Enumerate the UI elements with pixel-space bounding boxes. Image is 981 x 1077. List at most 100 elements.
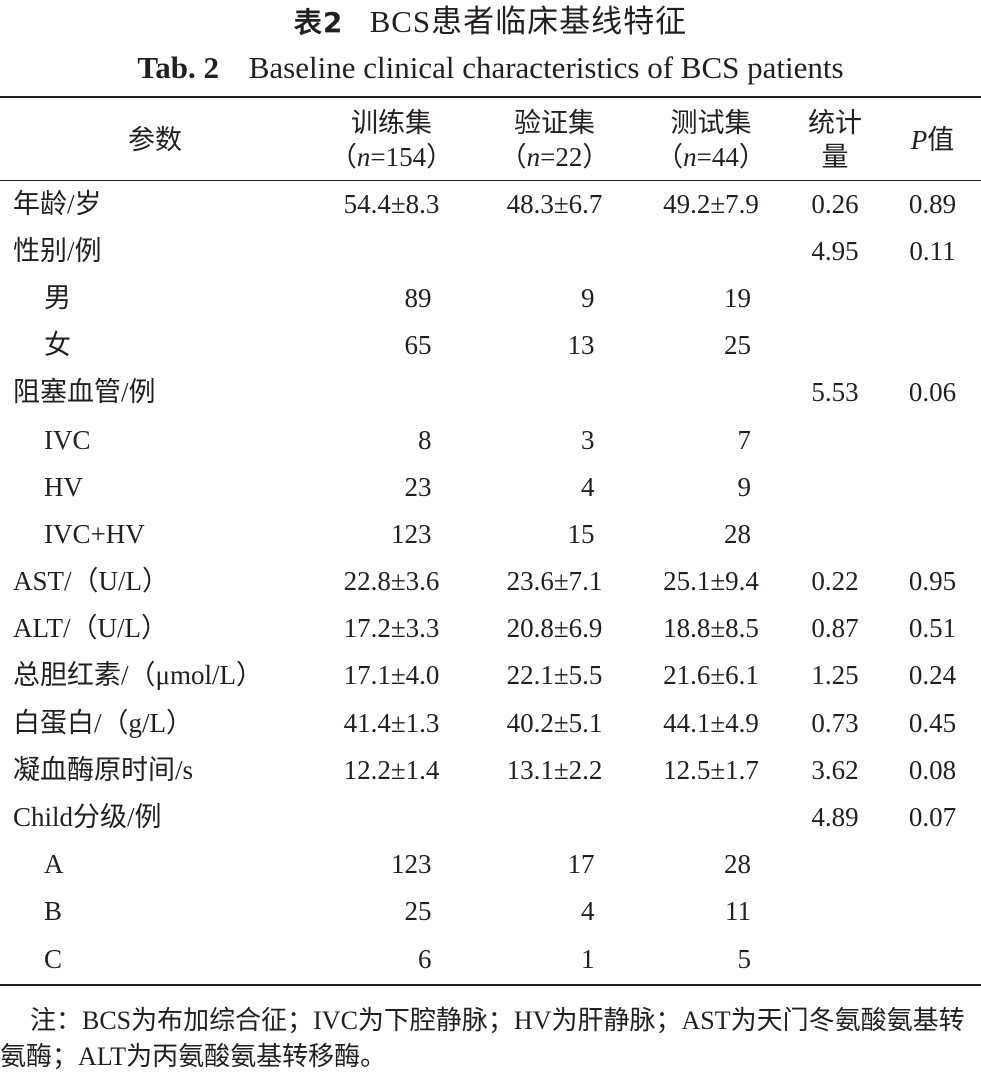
cell-p bbox=[884, 510, 981, 557]
cell-test bbox=[636, 227, 786, 274]
cell-train: 8 bbox=[418, 424, 432, 455]
cell-train: 65 bbox=[404, 330, 432, 361]
cell-test: 25.1±9.4 bbox=[663, 566, 759, 597]
cell-test: 12.5±1.7 bbox=[663, 754, 759, 785]
cell-valid: 3 bbox=[581, 424, 595, 455]
table-row: 凝血酶原时间/s 12.2±1.4 13.1±2.2 12.5±1.7 3.62 0.08 bbox=[0, 746, 981, 793]
cell-train: 54.4±8.3 bbox=[343, 188, 440, 219]
cell-train: 23 bbox=[404, 471, 432, 502]
cell-stat: 0.22 bbox=[811, 566, 859, 597]
cell-stat bbox=[786, 510, 884, 557]
header-stat: 统计量 bbox=[808, 108, 862, 172]
header-valid: 验证集 （n=22） bbox=[499, 108, 610, 172]
cell-train: 123 bbox=[391, 518, 432, 549]
cell-test: 44.1±4.9 bbox=[663, 707, 759, 738]
cell-p: 0.07 bbox=[908, 802, 957, 833]
cell-param: ALT/（U/L） bbox=[13, 613, 168, 644]
cell-valid: 23.6±7.1 bbox=[506, 566, 603, 597]
cell-p: 0.08 bbox=[908, 754, 957, 785]
cell-stat bbox=[786, 463, 884, 510]
cell-stat: 4.89 bbox=[811, 802, 859, 833]
table-row: IVC+HV 123 15 28 bbox=[0, 510, 981, 557]
cell-train: 41.4±1.3 bbox=[343, 707, 440, 738]
cell-param: HV bbox=[44, 471, 83, 502]
header-rule bbox=[0, 180, 981, 181]
table-row: 男 89 9 19 bbox=[0, 274, 981, 321]
table-caption-en: Tab. 2 Baseline clinical characteristics… bbox=[0, 48, 981, 88]
cell-stat: 4.95 bbox=[811, 235, 859, 266]
cell-stat: 0.87 bbox=[811, 613, 859, 644]
cell-p: 0.11 bbox=[909, 235, 956, 266]
cell-p: 0.51 bbox=[908, 613, 957, 644]
cell-valid: 4 bbox=[581, 896, 595, 927]
cell-p bbox=[884, 416, 981, 463]
cell-test bbox=[636, 793, 786, 840]
table-row: Child分级/例 4.89 0.07 bbox=[0, 793, 981, 840]
cell-param: AST/（U/L） bbox=[13, 566, 170, 597]
header-param: 参数 bbox=[128, 125, 182, 155]
cell-stat: 3.62 bbox=[811, 754, 859, 785]
table-label-cn: 表2 bbox=[293, 6, 344, 39]
cell-train: 89 bbox=[404, 282, 432, 313]
cell-p bbox=[884, 463, 981, 510]
cell-test: 25 bbox=[724, 330, 751, 361]
cell-p bbox=[884, 888, 981, 935]
table-row: 性别/例 4.95 0.11 bbox=[0, 227, 981, 274]
cell-p: 0.06 bbox=[908, 377, 957, 408]
cell-param: A bbox=[44, 849, 64, 880]
cell-valid: 1 bbox=[581, 943, 595, 974]
cell-p: 0.89 bbox=[908, 188, 957, 219]
cell-param: 总胆红素/（μmol/L） bbox=[13, 660, 263, 691]
cell-valid bbox=[473, 793, 636, 840]
cell-p: 0.45 bbox=[908, 707, 957, 738]
cell-train bbox=[310, 793, 473, 840]
cell-test: 9 bbox=[737, 471, 752, 502]
table-row: 阻塞血管/例 5.53 0.06 bbox=[0, 369, 981, 416]
cell-stat bbox=[786, 888, 884, 935]
cell-valid: 48.3±6.7 bbox=[506, 188, 603, 219]
cell-train: 17.1±4.0 bbox=[343, 660, 440, 691]
table-title-cn: BCS患者临床基线特征 bbox=[369, 4, 688, 39]
cell-test bbox=[636, 369, 786, 416]
table-row: B 25 4 11 bbox=[0, 888, 981, 935]
cell-stat bbox=[786, 274, 884, 321]
cell-valid: 40.2±5.1 bbox=[506, 707, 603, 738]
table-note: 注：BCS为布加综合征；IVC为下腔静脉；HV为肝静脉；AST为天门冬氨酸氨基转… bbox=[0, 1006, 965, 1071]
baseline-table: 参数 训练集 （n=154） 验证集 （n=22） 测试集 （n=44） 统计量 P值… bbox=[0, 100, 981, 982]
cell-valid bbox=[473, 369, 636, 416]
cell-stat bbox=[786, 841, 884, 888]
cell-test: 18.8±8.5 bbox=[663, 613, 759, 644]
header-test-n: （n=44） bbox=[656, 142, 766, 172]
cell-train: 12.2±1.4 bbox=[343, 754, 440, 785]
table-caption-cn: 表2 BCS患者临床基线特征 bbox=[0, 2, 981, 43]
cell-train: 22.8±3.6 bbox=[343, 566, 440, 597]
table-row: C 6 1 5 bbox=[0, 935, 981, 982]
cell-valid bbox=[473, 227, 636, 274]
cell-param: 女 bbox=[44, 330, 71, 361]
cell-train bbox=[310, 227, 473, 274]
bottom-rule bbox=[0, 984, 981, 986]
cell-valid: 13 bbox=[567, 330, 595, 361]
cell-stat: 0.26 bbox=[811, 188, 859, 219]
cell-param: 年龄/岁 bbox=[13, 188, 102, 219]
header-train: 训练集 （n=154） bbox=[329, 108, 454, 172]
table-row: ALT/（U/L） 17.2±3.3 20.8±6.9 18.8±8.5 0.87 0.5… bbox=[0, 605, 981, 652]
cell-p bbox=[884, 841, 981, 888]
table-row: 女 65 13 25 bbox=[0, 322, 981, 369]
cell-stat bbox=[786, 322, 884, 369]
cell-test: 5 bbox=[737, 943, 752, 974]
table-title-en: Baseline clinical characteristics of BCS… bbox=[248, 50, 844, 85]
table-row: 白蛋白/（g/L） 41.4±1.3 40.2±5.1 44.1±4.9 0.73 0.4… bbox=[0, 699, 981, 746]
cell-test: 21.6±6.1 bbox=[663, 660, 759, 691]
cell-param: B bbox=[44, 896, 63, 927]
cell-train: 17.2±3.3 bbox=[343, 613, 440, 644]
cell-test: 11 bbox=[725, 896, 751, 927]
table-row: 总胆红素/（μmol/L） 17.1±4.0 22.1±5.5 21.6±6.1 1.2… bbox=[0, 652, 981, 699]
cell-train: 6 bbox=[418, 943, 432, 974]
table-label-en: Tab. 2 bbox=[137, 50, 219, 85]
cell-valid: 9 bbox=[581, 282, 595, 313]
cell-p: 0.95 bbox=[908, 566, 957, 597]
header-row: 参数 训练集 （n=154） 验证集 （n=22） 测试集 （n=44） 统计量 P值 bbox=[0, 100, 981, 180]
cell-valid: 22.1±5.5 bbox=[506, 660, 603, 691]
